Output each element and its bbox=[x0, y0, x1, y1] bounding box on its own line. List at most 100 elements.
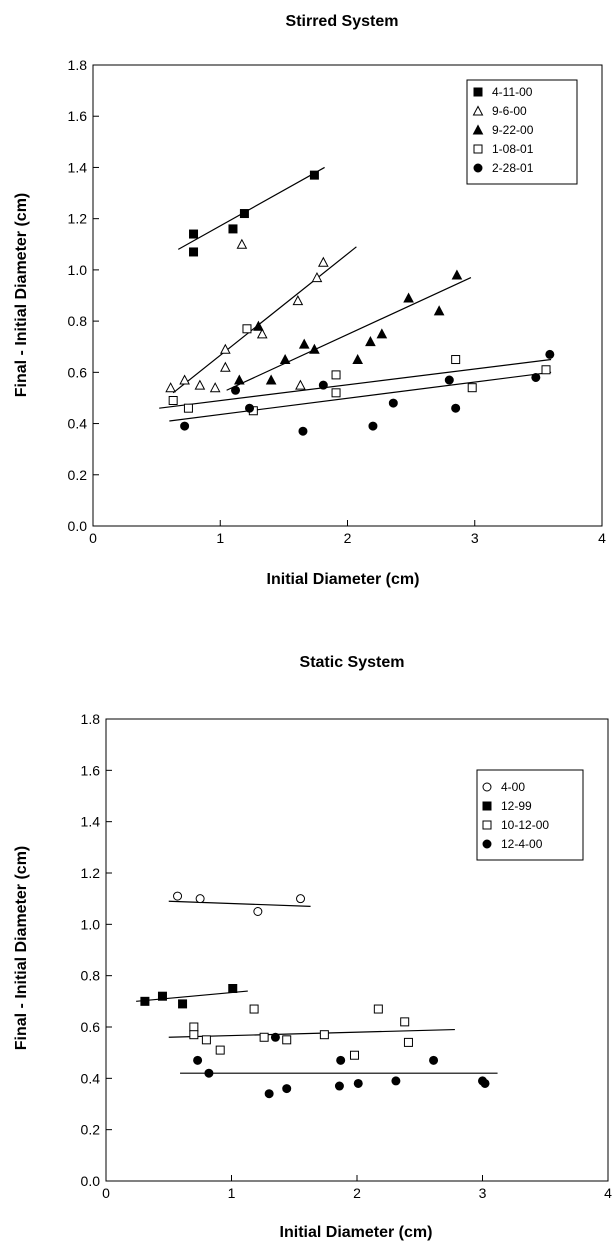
data-points bbox=[165, 170, 555, 436]
legend-entry: 12-99 bbox=[482, 799, 532, 813]
y-tick-label: 0.0 bbox=[81, 1173, 101, 1189]
data-point-10-12-00 bbox=[249, 1004, 259, 1014]
data-point-10-12-00 bbox=[189, 1030, 199, 1040]
data-point-12-4-00 bbox=[282, 1084, 292, 1094]
data-point-1-08-01 bbox=[331, 370, 341, 380]
y-axis-label: Final - Initial Diameter (cm) bbox=[13, 193, 30, 397]
data-point-1-08-01 bbox=[331, 388, 341, 398]
legend-label: 9-6-00 bbox=[492, 104, 527, 118]
data-point-4-11-00 bbox=[228, 224, 238, 234]
data-point-9-22-00 bbox=[253, 320, 264, 331]
chart-title: Static System bbox=[300, 654, 405, 671]
data-point-10-12-00 bbox=[349, 1050, 359, 1060]
data-point-2-28-01 bbox=[231, 385, 241, 395]
data-point-9-6-00 bbox=[256, 328, 268, 339]
data-point-12-4-00 bbox=[204, 1068, 214, 1078]
data-point-12-99 bbox=[228, 984, 238, 993]
data-point-2-28-01 bbox=[368, 421, 378, 431]
x-tick-label: 0 bbox=[89, 530, 97, 546]
data-point-1-08-01 bbox=[467, 383, 477, 393]
trend-line-10-12-00 bbox=[168, 1028, 455, 1038]
data-point-2-28-01 bbox=[180, 421, 190, 431]
data-point-9-6-00 bbox=[311, 272, 323, 283]
x-tick-label: 3 bbox=[471, 530, 479, 546]
static-system-chart: Static System Final - Initial Diameter (… bbox=[13, 654, 612, 1241]
trend-line-9-22-00 bbox=[226, 277, 472, 391]
data-point-9-22-00 bbox=[451, 269, 463, 280]
legend-marker bbox=[473, 87, 483, 97]
data-point-12-4-00 bbox=[193, 1055, 203, 1065]
data-point-12-4-00 bbox=[429, 1055, 439, 1065]
legend-marker bbox=[482, 782, 492, 792]
data-point-10-12-00 bbox=[403, 1037, 413, 1047]
x-tick-label: 4 bbox=[598, 530, 606, 546]
data-point-9-6-00 bbox=[317, 256, 329, 267]
legend-box bbox=[476, 769, 584, 861]
data-point-9-22-00 bbox=[309, 343, 320, 354]
y-tick-label: 1.2 bbox=[68, 211, 88, 227]
legend-marker bbox=[482, 801, 492, 811]
legend: 4-00 12-99 10-12-00 12-4-00 bbox=[476, 769, 584, 861]
trend-line-9-6-00 bbox=[172, 246, 357, 394]
legend-label: 4-11-00 bbox=[492, 85, 533, 99]
data-point-4-00 bbox=[296, 894, 306, 904]
data-point-12-4-00 bbox=[480, 1078, 490, 1088]
legend-entry: 9-6-00 bbox=[472, 104, 527, 118]
chart-title: Stirred System bbox=[286, 13, 399, 30]
data-point-9-6-00 bbox=[236, 238, 248, 249]
data-point-4-11-00 bbox=[309, 170, 319, 180]
data-point-2-28-01 bbox=[444, 375, 454, 385]
data-point-1-08-01 bbox=[183, 403, 193, 413]
data-point-1-08-01 bbox=[168, 396, 178, 406]
legend-marker bbox=[472, 105, 484, 116]
data-point-9-22-00 bbox=[403, 292, 414, 303]
data-point-9-6-00 bbox=[220, 361, 231, 372]
legend-entry: 2-28-01 bbox=[473, 161, 534, 175]
data-point-12-4-00 bbox=[336, 1055, 346, 1065]
data-point-4-11-00 bbox=[189, 229, 199, 239]
data-point-12-4-00 bbox=[353, 1078, 363, 1088]
y-axis-title: Final - Initial Diameter (cm) bbox=[13, 193, 30, 397]
legend-label: 12-99 bbox=[501, 799, 532, 813]
x-axis-title: Initial Diameter (cm) bbox=[267, 571, 420, 588]
legend-box bbox=[466, 79, 578, 185]
data-point-10-12-00 bbox=[189, 1022, 199, 1032]
data-point-10-12-00 bbox=[319, 1030, 329, 1040]
data-point-2-28-01 bbox=[531, 372, 541, 382]
legend: 4-11-00 9-6-00 9-22-00 1-08-01 2-28-01 bbox=[466, 79, 578, 185]
y-tick-label: 0.2 bbox=[68, 467, 88, 483]
x-tick-label: 1 bbox=[216, 530, 224, 546]
data-point-10-12-00 bbox=[373, 1004, 383, 1014]
legend-marker bbox=[473, 163, 483, 173]
data-point-9-6-00 bbox=[194, 379, 206, 390]
legend-label: 9-22-00 bbox=[492, 123, 534, 137]
data-point-9-22-00 bbox=[234, 374, 245, 385]
y-tick-label: 1.4 bbox=[81, 814, 101, 830]
data-point-12-4-00 bbox=[334, 1081, 344, 1091]
legend-entry: 12-4-00 bbox=[482, 837, 543, 851]
data-point-2-28-01 bbox=[451, 403, 461, 413]
y-tick-label: 0.6 bbox=[81, 1019, 101, 1035]
data-point-9-22-00 bbox=[265, 374, 277, 385]
x-tick-label: 0 bbox=[102, 1185, 110, 1201]
x-tick-label: 2 bbox=[353, 1185, 361, 1201]
legend-marker bbox=[482, 839, 492, 849]
y-tick-label: 1.4 bbox=[68, 159, 88, 175]
data-point-9-6-00 bbox=[295, 379, 306, 390]
y-tick-label: 0.6 bbox=[68, 364, 88, 380]
trend-line-1-08-01 bbox=[159, 358, 552, 409]
data-point-9-22-00 bbox=[376, 328, 388, 339]
legend-label: 2-28-01 bbox=[492, 161, 534, 175]
data-points bbox=[140, 891, 490, 1099]
legend-label: 10-12-00 bbox=[501, 818, 549, 832]
data-point-2-28-01 bbox=[545, 349, 555, 359]
legend-entry: 4-00 bbox=[482, 780, 525, 794]
data-point-12-99 bbox=[178, 999, 188, 1009]
x-ticks: 0 1 2 3 4 bbox=[89, 520, 606, 546]
x-ticks: 0 1 2 3 4 bbox=[102, 1175, 612, 1201]
legend-entry: 9-22-00 bbox=[472, 123, 534, 137]
data-point-10-12-00 bbox=[282, 1035, 292, 1045]
data-point-9-6-00 bbox=[292, 295, 304, 306]
trend-lines bbox=[159, 166, 552, 422]
trend-line-4-11-00 bbox=[177, 166, 325, 250]
